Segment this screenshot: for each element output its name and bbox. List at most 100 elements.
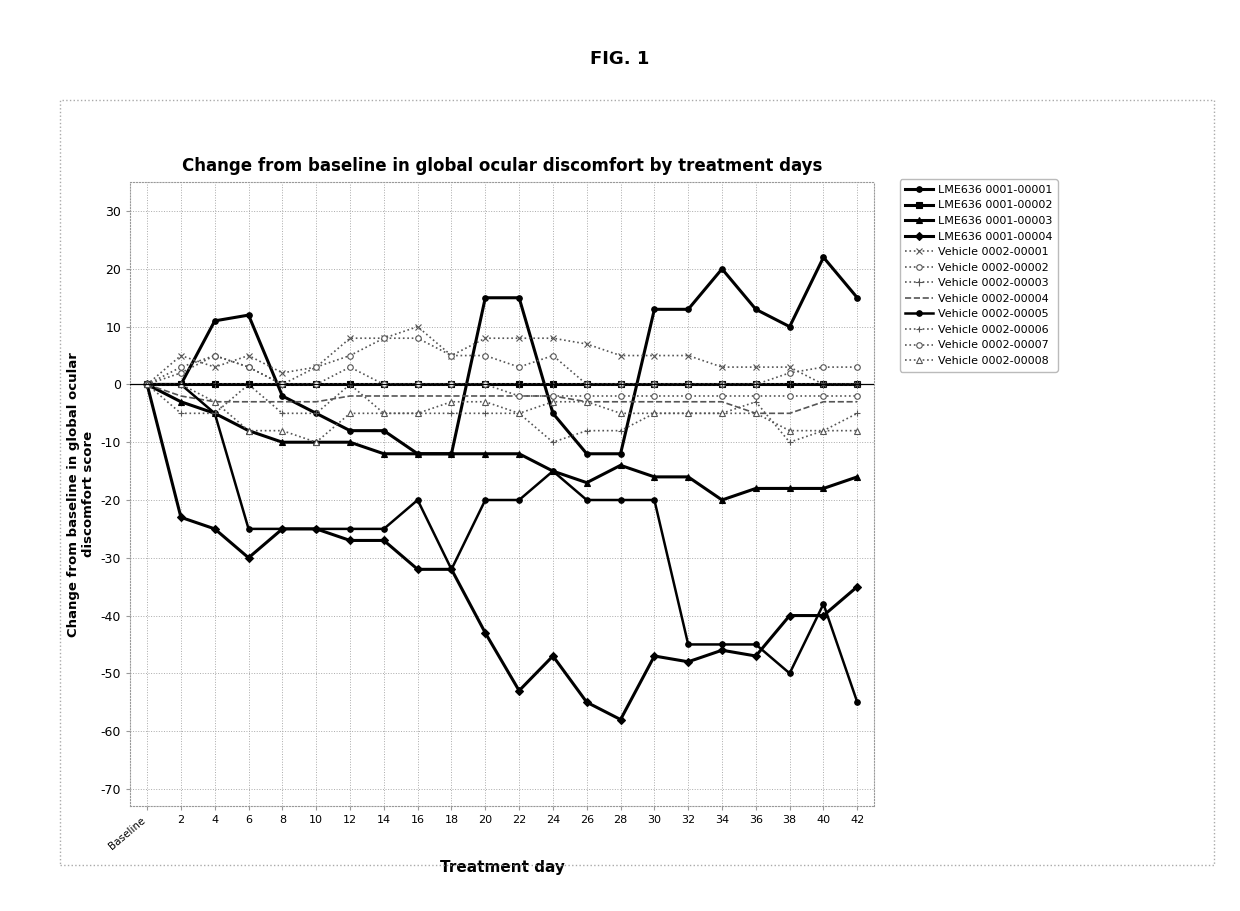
Vehicle 0002-00003 xyxy=(241,379,255,390)
Vehicle 0002-00003 xyxy=(782,379,797,390)
Vehicle 0002-00004 xyxy=(410,391,425,402)
LME636 0001-00004 xyxy=(512,685,527,696)
Vehicle 0002-00003 xyxy=(647,379,662,390)
Vehicle 0002-00007 xyxy=(782,391,797,402)
Vehicle 0002-00002 xyxy=(613,379,627,390)
Vehicle 0002-00006 xyxy=(342,379,357,390)
Vehicle 0002-00005 xyxy=(782,668,797,679)
Vehicle 0002-00002 xyxy=(749,379,764,390)
LME636 0001-00002 xyxy=(849,379,864,390)
LME636 0001-00002 xyxy=(647,379,662,390)
Vehicle 0002-00005 xyxy=(816,599,831,609)
Vehicle 0002-00007 xyxy=(647,391,662,402)
LME636 0001-00004 xyxy=(241,552,255,563)
LME636 0001-00002 xyxy=(749,379,764,390)
Vehicle 0002-00008 xyxy=(174,379,188,390)
Vehicle 0002-00005 xyxy=(241,524,255,535)
Vehicle 0002-00007 xyxy=(410,379,425,390)
LME636 0001-00004 xyxy=(410,564,425,575)
Vehicle 0002-00003 xyxy=(681,379,696,390)
Vehicle 0002-00006 xyxy=(140,379,155,390)
Vehicle 0002-00004 xyxy=(444,391,459,402)
Vehicle 0002-00001 xyxy=(342,333,357,343)
Vehicle 0002-00008 xyxy=(681,408,696,419)
Vehicle 0002-00007 xyxy=(714,391,729,402)
Vehicle 0002-00005 xyxy=(140,379,155,390)
Vehicle 0002-00007 xyxy=(816,391,831,402)
LME636 0001-00002 xyxy=(714,379,729,390)
Vehicle 0002-00001 xyxy=(309,362,324,373)
LME636 0001-00003 xyxy=(444,448,459,459)
Vehicle 0002-00006 xyxy=(647,408,662,419)
LME636 0001-00002 xyxy=(681,379,696,390)
LME636 0001-00004 xyxy=(816,610,831,621)
Vehicle 0002-00001 xyxy=(816,379,831,390)
Line: Vehicle 0002-00007: Vehicle 0002-00007 xyxy=(144,353,861,399)
Vehicle 0002-00002 xyxy=(275,379,290,390)
Vehicle 0002-00006 xyxy=(546,436,560,447)
LME636 0001-00002 xyxy=(512,379,527,390)
Vehicle 0002-00008 xyxy=(241,425,255,436)
Vehicle 0002-00004 xyxy=(681,396,696,407)
Vehicle 0002-00007 xyxy=(681,391,696,402)
Vehicle 0002-00004 xyxy=(546,391,560,402)
Vehicle 0002-00006 xyxy=(613,425,627,436)
Vehicle 0002-00007 xyxy=(444,379,459,390)
LME636 0001-00004 xyxy=(613,714,627,725)
Vehicle 0002-00007 xyxy=(849,391,864,402)
LME636 0001-00003 xyxy=(647,471,662,482)
Vehicle 0002-00004 xyxy=(275,396,290,407)
Line: LME636 0001-00004: LME636 0001-00004 xyxy=(144,382,861,722)
Vehicle 0002-00002 xyxy=(849,362,864,373)
Vehicle 0002-00008 xyxy=(275,425,290,436)
LME636 0001-00003 xyxy=(681,471,696,482)
Vehicle 0002-00003 xyxy=(579,379,594,390)
Vehicle 0002-00006 xyxy=(714,408,729,419)
Vehicle 0002-00008 xyxy=(342,408,357,419)
Line: Vehicle 0002-00004: Vehicle 0002-00004 xyxy=(148,384,857,414)
Vehicle 0002-00003 xyxy=(816,379,831,390)
LME636 0001-00002 xyxy=(546,379,560,390)
Vehicle 0002-00007 xyxy=(512,391,527,402)
Vehicle 0002-00005 xyxy=(444,564,459,575)
LME636 0001-00004 xyxy=(309,524,324,535)
Vehicle 0002-00006 xyxy=(174,408,188,419)
Vehicle 0002-00004 xyxy=(613,396,627,407)
Vehicle 0002-00003 xyxy=(342,379,357,390)
Vehicle 0002-00007 xyxy=(342,362,357,373)
LME636 0001-00001 xyxy=(849,292,864,303)
LME636 0001-00004 xyxy=(579,697,594,708)
Vehicle 0002-00002 xyxy=(816,362,831,373)
Vehicle 0002-00002 xyxy=(140,379,155,390)
LME636 0001-00004 xyxy=(342,535,357,546)
LME636 0001-00003 xyxy=(613,460,627,471)
Vehicle 0002-00007 xyxy=(546,391,560,402)
Vehicle 0002-00004 xyxy=(309,396,324,407)
LME636 0001-00003 xyxy=(377,448,392,459)
Vehicle 0002-00006 xyxy=(749,396,764,407)
Vehicle 0002-00004 xyxy=(714,396,729,407)
Vehicle 0002-00001 xyxy=(241,350,255,361)
Vehicle 0002-00003 xyxy=(174,379,188,390)
Vehicle 0002-00007 xyxy=(377,379,392,390)
Vehicle 0002-00006 xyxy=(377,408,392,419)
Vehicle 0002-00005 xyxy=(477,495,492,506)
Vehicle 0002-00008 xyxy=(546,396,560,407)
Vehicle 0002-00007 xyxy=(275,379,290,390)
Vehicle 0002-00005 xyxy=(681,639,696,650)
LME636 0001-00001 xyxy=(207,315,222,326)
Vehicle 0002-00006 xyxy=(477,408,492,419)
LME636 0001-00002 xyxy=(241,379,255,390)
Vehicle 0002-00006 xyxy=(512,408,527,419)
Vehicle 0002-00002 xyxy=(377,333,392,343)
LME636 0001-00004 xyxy=(749,650,764,661)
Vehicle 0002-00006 xyxy=(782,436,797,447)
Vehicle 0002-00008 xyxy=(613,408,627,419)
Vehicle 0002-00002 xyxy=(174,362,188,373)
Vehicle 0002-00007 xyxy=(241,362,255,373)
Vehicle 0002-00005 xyxy=(512,495,527,506)
Vehicle 0002-00001 xyxy=(782,362,797,373)
LME636 0001-00001 xyxy=(714,263,729,274)
Vehicle 0002-00004 xyxy=(579,396,594,407)
Vehicle 0002-00003 xyxy=(613,379,627,390)
